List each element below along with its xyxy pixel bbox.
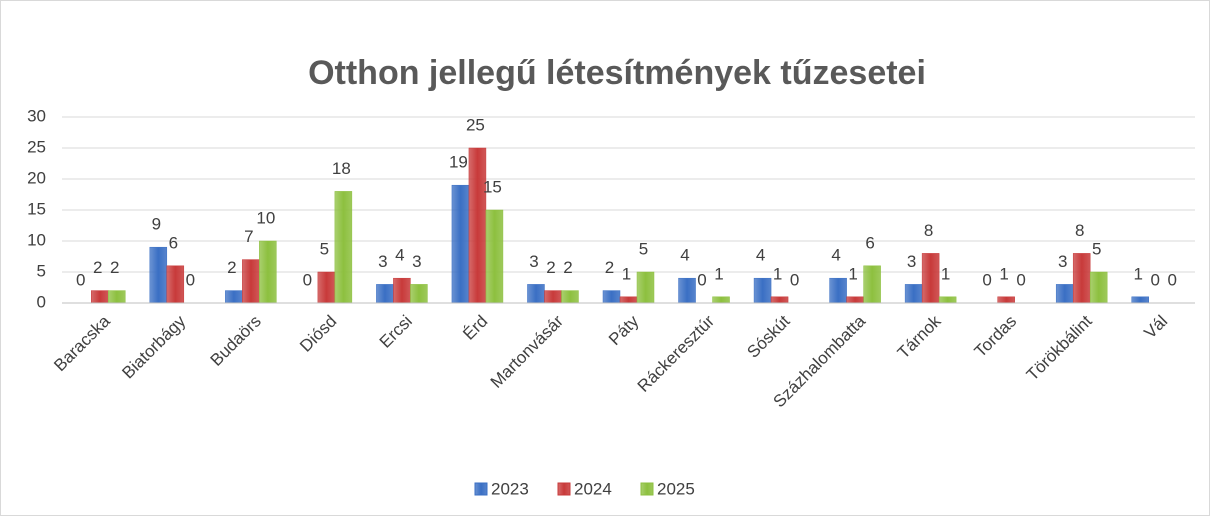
bar [393,277,411,304]
legend-label: 2024 [574,479,612,498]
bar [1055,284,1074,304]
legend-swatch [640,482,654,496]
data-label: 4 [831,246,840,265]
data-label: 2 [605,258,614,277]
bar [712,296,730,304]
y-tick-label: 5 [37,261,46,280]
data-label: 3 [907,252,916,271]
data-label: 1 [714,264,723,283]
bar [636,271,655,304]
bar [678,277,696,304]
bar [938,296,957,304]
bar [1089,271,1108,304]
bar [149,246,168,304]
data-label: 18 [332,159,351,178]
data-label: 2 [227,258,236,277]
bar [561,290,579,304]
data-label: 10 [256,208,275,227]
data-label: 0 [1167,270,1176,289]
bar [829,277,847,304]
bar [242,259,260,304]
data-label: 2 [546,258,555,277]
data-label: 5 [1092,239,1101,258]
data-label: 8 [1075,221,1084,240]
data-label: 4 [680,246,689,265]
bar [1072,253,1091,304]
data-label: 0 [982,270,991,289]
legend-swatch [557,482,571,496]
data-label: 3 [1058,252,1067,271]
data-label: 5 [639,239,648,258]
legend-label: 2025 [657,479,695,498]
bar [904,284,923,304]
data-label: 15 [483,177,502,196]
y-tick-label: 15 [27,199,46,218]
y-tick-label: 10 [27,230,46,249]
data-label: 6 [169,233,178,252]
chart-title: Otthon jellegű létesítmények tűzesetei [308,54,926,92]
data-label: 1 [622,264,631,283]
bar [863,265,881,304]
data-label: 7 [244,227,253,246]
data-label: 3 [529,252,538,271]
legend-label: 2023 [491,479,529,498]
bar [91,290,109,304]
data-label: 0 [790,270,799,289]
bar [1131,296,1149,304]
y-tick-label: 20 [27,168,46,187]
data-label: 2 [93,258,102,277]
bar [468,147,487,304]
bar [846,296,864,304]
data-label: 3 [378,252,387,271]
data-label: 4 [395,246,404,265]
data-label: 0 [697,270,706,289]
bar [770,296,789,304]
data-label: 0 [303,270,312,289]
bar [619,296,638,304]
data-label: 8 [924,221,933,240]
data-label: 5 [320,239,329,258]
bar [921,253,940,304]
bar [544,290,562,304]
data-label: 19 [449,153,468,172]
bar [527,284,545,304]
data-label: 1 [848,264,857,283]
data-label: 2 [563,258,572,277]
bar [259,240,277,304]
y-tick-label: 25 [27,137,46,156]
data-label: 0 [186,270,195,289]
data-label: 1 [941,264,950,283]
bar [376,284,394,304]
bar [317,271,336,304]
bar [451,184,470,304]
data-label: 2 [110,258,119,277]
bar [108,290,126,304]
bar [225,290,243,304]
bar [410,284,428,304]
data-label: 0 [1016,270,1025,289]
bar [602,290,621,304]
data-label: 9 [152,215,161,234]
data-label: 0 [1150,270,1159,289]
data-label: 25 [466,115,485,134]
bar [166,265,185,304]
bar [485,209,504,304]
data-label: 4 [756,246,765,265]
data-label: 1 [773,264,782,283]
y-tick-label: 30 [27,106,46,125]
data-label: 1 [1133,264,1142,283]
data-label: 6 [865,233,874,252]
data-label: 0 [76,270,85,289]
data-label: 1 [999,264,1008,283]
bar [753,277,772,304]
bar [334,191,353,304]
bar [997,296,1015,304]
y-tick-label: 0 [37,292,46,311]
legend-swatch [474,482,488,496]
data-label: 3 [412,252,421,271]
